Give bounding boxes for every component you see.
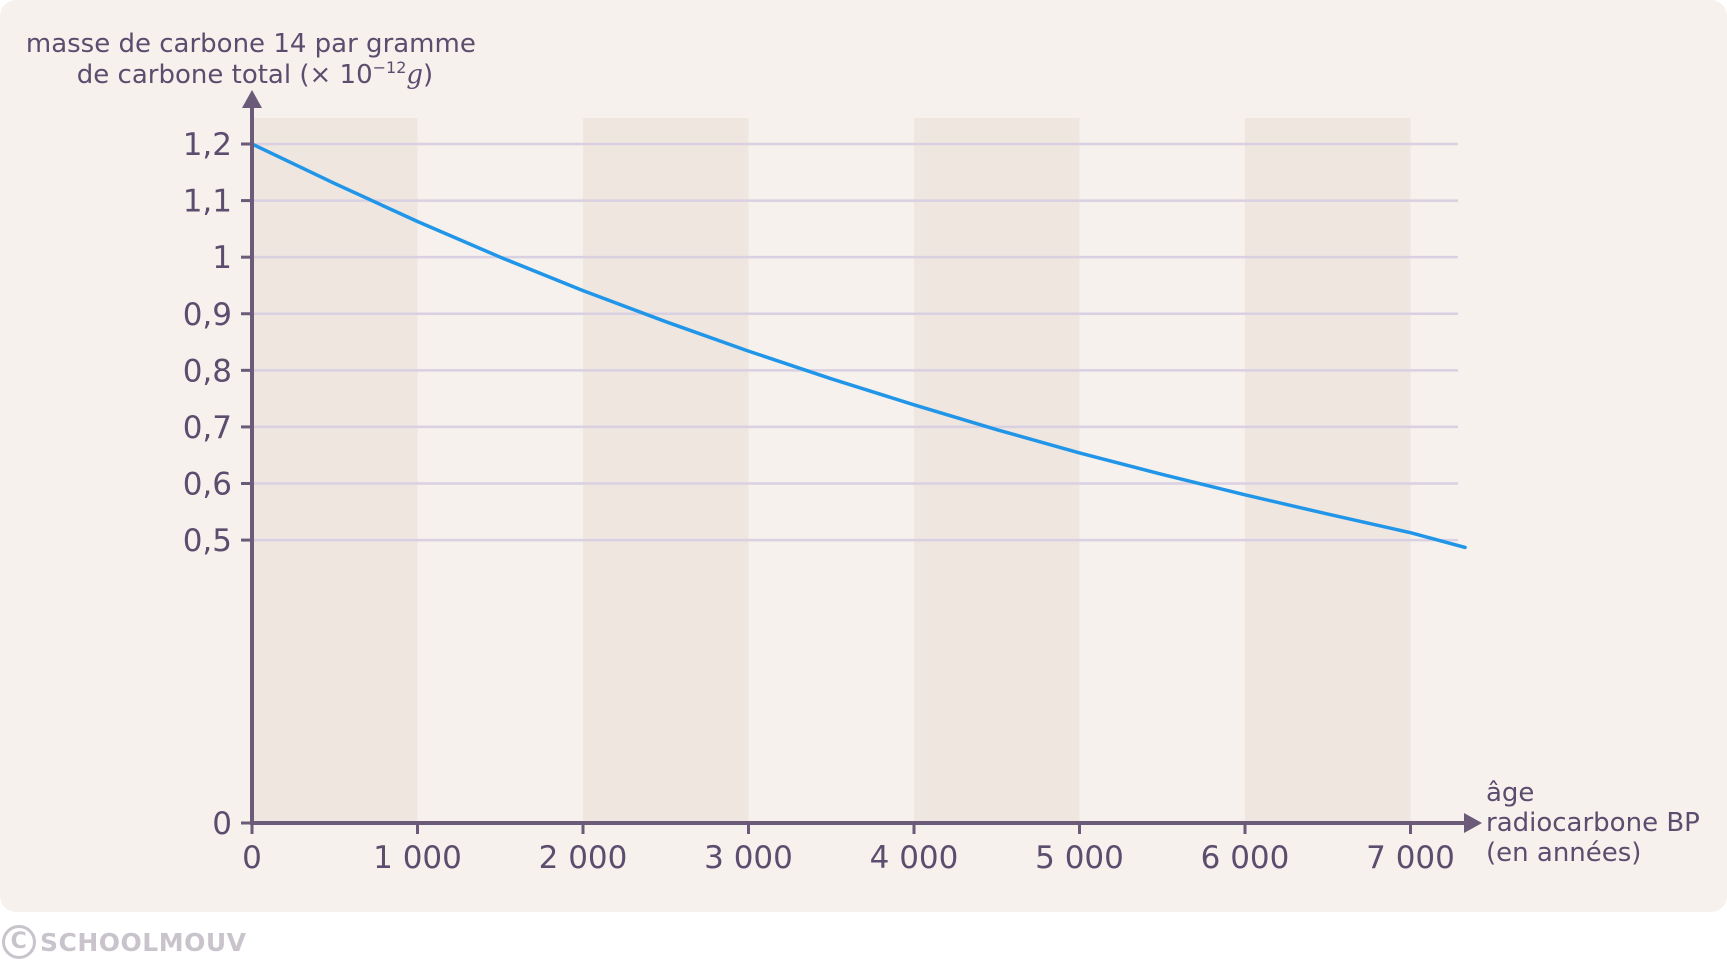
- x-axis-title-line3: (en années): [1486, 838, 1641, 868]
- y-tick-label-1,1: 1,1: [183, 184, 232, 220]
- y-tick-label-1: 1: [212, 240, 232, 276]
- chart-card: 0 1 000 2 000 3 000 4 000 5 000 6 000 7 000 0 0,5…: [0, 0, 1727, 912]
- watermark-text: SCHOOLMOUV: [40, 927, 247, 957]
- shaded-band-2: [914, 118, 1080, 823]
- chart-svg: 0 1 000 2 000 3 000 4 000 5 000 6 000 7 000 0 0,5…: [26, 29, 1708, 876]
- x-tick-label-2000: 2 000: [539, 840, 628, 876]
- tick-marks: [241, 142, 1412, 834]
- x-axis-arrowhead: [1464, 813, 1482, 833]
- shaded-band-0: [252, 118, 418, 823]
- y-axis-arrowhead: [242, 90, 262, 108]
- watermark: C SCHOOLMOUV: [2, 922, 247, 962]
- x-tick-label-4000: 4 000: [870, 840, 959, 876]
- gridlines: [252, 142, 1458, 542]
- y-tick-label-0,5: 0,5: [183, 523, 232, 559]
- x-tick-label-1000: 1 000: [373, 840, 462, 876]
- y-axis-title-prefix: de carbone total (× 10: [77, 60, 373, 90]
- shaded-bands: [252, 118, 1411, 823]
- y-tick-label-0: 0: [212, 806, 232, 842]
- shaded-band-1: [583, 118, 749, 823]
- series-line-0: [250, 142, 1467, 550]
- x-axis-title-line2: radiocarbone BP: [1486, 808, 1700, 838]
- y-axis-title-close: ): [423, 60, 433, 90]
- x-tick-label-6000: 6 000: [1201, 840, 1290, 876]
- x-axis-title-line1: âge: [1486, 778, 1534, 808]
- x-tick-label-7000: 7 000: [1366, 840, 1455, 876]
- y-axis-title-line1: masse de carbone 14 par gramme: [26, 29, 476, 59]
- y-tick-label-0,8: 0,8: [183, 353, 232, 389]
- series-layer: [250, 142, 1467, 550]
- y-axis-title-exponent: −12: [373, 58, 407, 77]
- x-tick-label-3000: 3 000: [704, 840, 793, 876]
- x-axis-title: âge radiocarbone BP (en années): [1486, 778, 1708, 868]
- x-tick-label-0: 0: [242, 840, 262, 876]
- tick-labels: 0 1 000 2 000 3 000 4 000 5 000 6 000 7 000 0 0,5…: [183, 127, 1455, 876]
- y-axis-title-line2: de carbone total (× 10−12g): [77, 58, 433, 90]
- y-tick-label-1,2: 1,2: [183, 127, 232, 163]
- copyright-icon: C: [2, 925, 36, 959]
- shaded-band-3: [1245, 118, 1411, 823]
- y-tick-label-0,6: 0,6: [183, 467, 232, 503]
- y-tick-label-0,9: 0,9: [183, 297, 232, 333]
- y-axis-title-unit: g: [406, 60, 423, 90]
- y-tick-label-0,7: 0,7: [183, 410, 232, 446]
- y-axis-title: masse de carbone 14 par gramme de carbon…: [26, 29, 484, 90]
- axes: [242, 90, 1482, 833]
- x-tick-label-5000: 5 000: [1035, 840, 1124, 876]
